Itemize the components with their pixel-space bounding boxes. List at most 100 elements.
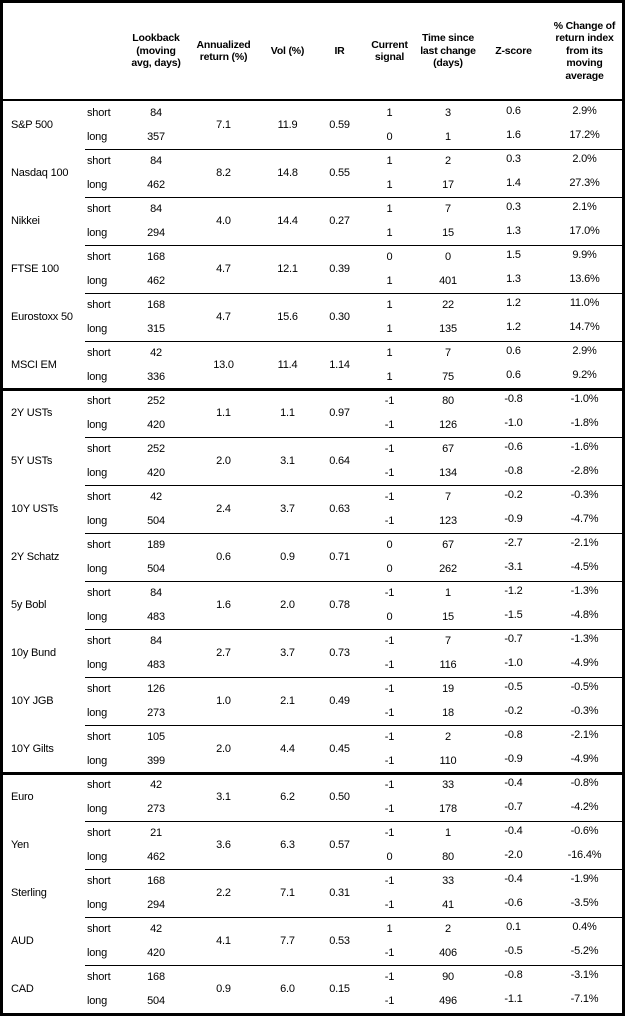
lookback-value: 84 (150, 155, 162, 167)
signal-value: -1 (384, 707, 395, 719)
signal-value: -1 (384, 827, 395, 839)
pct-change-value: -1.8% (570, 417, 599, 429)
column-header-ir: IR (334, 44, 345, 57)
zscore-value: -0.4 (504, 777, 523, 789)
time-since-value: 126 (439, 419, 457, 431)
zscore-value: -0.7 (504, 801, 523, 813)
asset-name: AUD (11, 935, 34, 947)
horizon-label: long (87, 227, 107, 239)
pct-change-value: -4.5% (570, 561, 599, 573)
vol-value: 3.7 (280, 503, 295, 515)
horizon-label: short (87, 827, 111, 839)
zscore-value: -3.1 (504, 561, 523, 573)
horizon-label: short (87, 395, 111, 407)
horizon-label: long (87, 947, 107, 959)
ir-value: 0.45 (329, 743, 350, 755)
zscore-value: 1.4 (506, 177, 521, 189)
lookback-value: 189 (147, 539, 165, 551)
pct-change-value: 2.0% (572, 153, 597, 165)
zscore-value: 0.3 (506, 201, 521, 213)
asset-name: 5Y USTs (11, 455, 53, 467)
annualized-return-value: 2.0 (216, 455, 231, 467)
vol-value: 12.1 (277, 263, 298, 275)
horizon-label: long (87, 179, 107, 191)
pct-change-value: -1.9% (570, 873, 599, 885)
column-header-lookback: Lookback (moving avg, days) (131, 32, 181, 70)
asset-name: 5y Bobl (11, 599, 47, 611)
time-since-value: 3 (445, 107, 451, 119)
vol-value: 11.4 (277, 359, 298, 371)
ir-value: 0.71 (329, 551, 350, 563)
signal-value: -1 (384, 899, 395, 911)
signal-value: 0 (386, 563, 393, 575)
pct-change-value: 17.2% (569, 129, 600, 141)
asset-name: MSCI EM (11, 359, 57, 371)
horizon-label: long (87, 467, 107, 479)
pct-change-value: -16.4% (567, 849, 602, 861)
column-header-horizon (85, 3, 124, 99)
ir-value: 0.63 (329, 503, 350, 515)
time-since-value: 15 (442, 611, 454, 623)
vol-value: 0.9 (280, 551, 295, 563)
horizon-label: long (87, 275, 107, 287)
pct-change-value: -1.3% (570, 633, 599, 645)
pct-change-value: -3.5% (570, 897, 599, 909)
lookback-value: 462 (147, 851, 165, 863)
time-since-value: 15 (442, 227, 454, 239)
ir-value: 0.30 (329, 311, 350, 323)
signal-value: -1 (384, 635, 395, 647)
lookback-value: 315 (147, 323, 165, 335)
signal-value: -1 (384, 947, 395, 959)
pct-change-value: 9.9% (572, 249, 597, 261)
horizon-label: short (87, 347, 111, 359)
lookback-value: 462 (147, 275, 165, 287)
annualized-return-value: 3.1 (216, 791, 231, 803)
time-since-value: 262 (439, 563, 457, 575)
signal-value: 0 (386, 611, 393, 623)
horizon-label: long (87, 131, 107, 143)
zscore-value: 0.1 (506, 921, 521, 933)
annualized-return-value: 7.1 (216, 119, 231, 131)
horizon-label: long (87, 371, 107, 383)
pct-change-value: -0.3% (570, 705, 599, 717)
ir-value: 0.49 (329, 695, 350, 707)
signal-value: 1 (386, 371, 393, 383)
lookback-value: 252 (147, 395, 165, 407)
signal-value: 1 (386, 323, 393, 335)
horizon-label: long (87, 563, 107, 575)
asset-group: AUD 4.1 7.7 0.53 short 42 1 2 0.1 0.4% long 420 -1 40… (3, 916, 622, 965)
annualized-return-value: 2.4 (216, 503, 231, 515)
signal-value: -1 (384, 803, 395, 815)
signal-value: -1 (384, 659, 395, 671)
time-since-value: 135 (439, 323, 457, 335)
zscore-value: 0.3 (506, 153, 521, 165)
signal-value: 1 (386, 299, 393, 311)
time-since-value: 80 (442, 395, 454, 407)
zscore-value: -1.0 (504, 417, 523, 429)
vol-value: 14.4 (277, 215, 298, 227)
pct-change-value: -2.1% (570, 537, 599, 549)
annualized-return-value: 4.7 (216, 263, 231, 275)
zscore-value: -0.7 (504, 633, 523, 645)
horizon-label: short (87, 539, 111, 551)
pct-change-value: -4.8% (570, 609, 599, 621)
table-body: S&P 500 7.1 11.9 0.59 short 84 1 3 0.6 2.9% long 35… (3, 101, 622, 1013)
horizon-label: short (87, 155, 111, 167)
asset-group: 2Y Schatz 0.6 0.9 0.71 short 189 0 67 -2.7 -2.1% l… (3, 532, 622, 581)
pct-change-value: -0.6% (570, 825, 599, 837)
time-since-value: 406 (439, 947, 457, 959)
time-since-value: 496 (439, 995, 457, 1007)
time-since-value: 75 (442, 371, 454, 383)
lookback-value: 168 (147, 299, 165, 311)
ir-value: 0.78 (329, 599, 350, 611)
lookback-value: 336 (147, 371, 165, 383)
zscore-value: 1.3 (506, 225, 521, 237)
pct-change-value: -7.1% (570, 993, 599, 1005)
signal-value: -1 (384, 491, 395, 503)
lookback-value: 42 (150, 491, 162, 503)
annualized-return-value: 1.6 (216, 599, 231, 611)
lookback-value: 273 (147, 803, 165, 815)
zscore-value: -0.8 (504, 393, 523, 405)
horizon-label: short (87, 443, 111, 455)
asset-group: Euro 3.1 6.2 0.50 short 42 -1 33 -0.4 -0.8% long 27… (3, 771, 622, 821)
